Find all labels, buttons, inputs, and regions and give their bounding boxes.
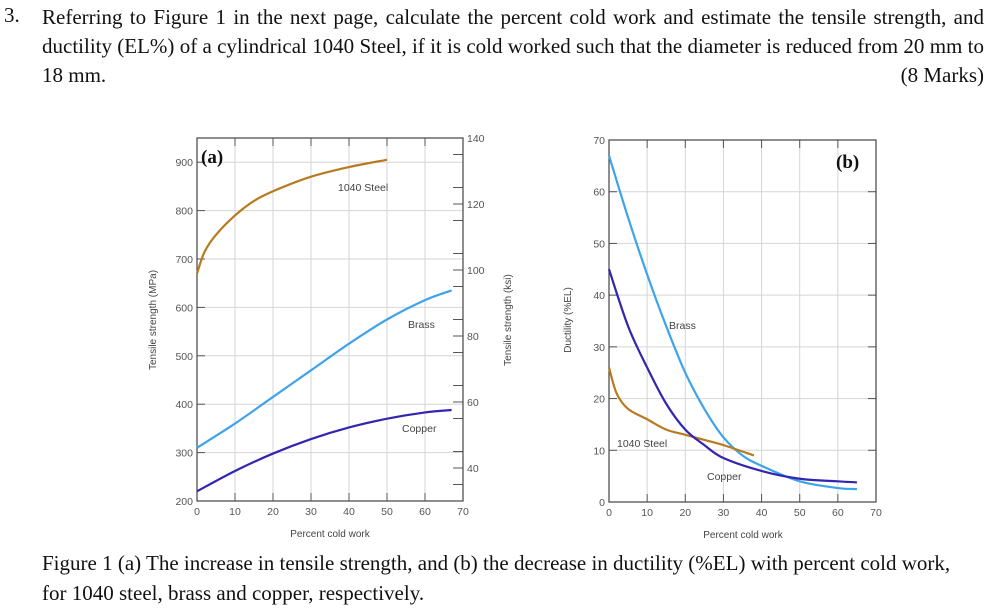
question-text: Referring to Figure 1 in the next page, … <box>42 3 984 90</box>
chart-b-plot-frame <box>608 139 877 503</box>
chart-a-xtick-label: 10 <box>229 506 241 518</box>
figure-caption: Figure 1 (a) The increase in tensile str… <box>42 551 951 605</box>
chart-b-label-steel: 1040 Steel <box>617 438 667 450</box>
chart-a-ytick-label: 200 <box>175 496 193 508</box>
chart-a-label-steel: 1040 Steel <box>338 182 388 194</box>
chart-b-ytick-label: 60 <box>593 187 605 199</box>
chart-a-xtick-label: 0 <box>194 506 200 518</box>
chart-b-ylabel: Ductility (%EL) <box>563 287 574 353</box>
chart-a-label-brass: Brass <box>408 319 435 331</box>
chart-a: 0 10 20 30 40 50 60 70 200 300 400 500 600 700 800 900 4… <box>175 133 484 518</box>
chart-a-y2tick-label: 100 <box>467 265 485 277</box>
chart-b-xtick-label: 40 <box>756 507 768 519</box>
chart-b-xlabel: Percent cold work <box>703 530 783 541</box>
chart-a-xtick-label: 60 <box>419 506 431 518</box>
chart-a-xtick-label: 40 <box>343 506 355 518</box>
chart-a-y2label: Tensile strength (ksi) <box>503 274 514 366</box>
chart-b-ytick-label: 70 <box>593 135 605 147</box>
chart-b-xtick-label: 20 <box>679 507 691 519</box>
chart-b-label-copper: Copper <box>707 471 742 483</box>
chart-a-y2tick-label: 140 <box>467 133 485 145</box>
chart-b-ytick-label: 30 <box>593 342 605 354</box>
chart-a-ytick-label: 800 <box>175 206 193 218</box>
chart-b-xtick-label: 70 <box>870 507 882 519</box>
chart-a-series-brass <box>196 289 452 449</box>
chart-b-ytick-label: 10 <box>593 445 605 457</box>
chart-a-panel-label: (a) <box>201 147 223 168</box>
chart-a-xtick-label: 50 <box>381 506 393 518</box>
question-number: 3. <box>4 3 20 27</box>
chart-b-ytick-label: 40 <box>593 290 605 302</box>
chart-a-ytick-label: 700 <box>175 254 193 266</box>
chart-a-ytick-label: 300 <box>175 448 193 460</box>
question-body: Referring to Figure 1 in the next page, … <box>42 5 984 87</box>
chart-a-ylabel: Tensile strength (MPa) <box>148 270 159 370</box>
chart-a-plot-frame <box>196 137 464 502</box>
chart-b-series-1040-steel <box>607 367 755 457</box>
chart-a-ytick-label: 600 <box>175 302 193 314</box>
chart-a-y2tick-label: 60 <box>467 397 479 409</box>
chart-b-xtick-label: 50 <box>794 507 806 519</box>
chart-a-xtick-label: 20 <box>267 506 279 518</box>
chart-a-y2tick-label: 80 <box>467 331 479 343</box>
chart-b-ytick-label: 20 <box>593 394 605 406</box>
chart-b-label-brass: Brass <box>669 320 696 332</box>
chart-a-ytick-label: 900 <box>175 157 193 169</box>
chart-b-panel-label: (b) <box>836 152 859 173</box>
chart-b-series-brass <box>607 155 857 491</box>
question-marks: (8 Marks) <box>900 63 984 87</box>
chart-a-y2tick-label: 40 <box>467 463 479 475</box>
chart-a-series-copper <box>196 408 452 493</box>
chart-b-xtick-label: 60 <box>832 507 844 519</box>
chart-a-ytick-label: 400 <box>175 399 193 411</box>
chart-a-xtick-label: 30 <box>305 506 317 518</box>
chart-b-ytick-label: 50 <box>593 238 605 250</box>
chart-b-ytick-label: 0 <box>599 497 605 509</box>
chart-b-xtick-label: 10 <box>641 507 653 519</box>
chart-b-xtick-label: 0 <box>606 507 612 519</box>
chart-b: 0 10 20 30 40 50 60 70 0 10 20 30 40 50 60 70 <box>593 135 882 519</box>
chart-a-y2tick-label: 120 <box>467 199 485 211</box>
chart-a-xtick-label: 70 <box>457 506 469 518</box>
chart-a-series-1040-steel <box>195 158 388 274</box>
chart-b-series-copper <box>607 268 857 484</box>
chart-a-xlabel: Percent cold work <box>290 529 370 540</box>
chart-b-xtick-label: 30 <box>718 507 730 519</box>
chart-a-label-copper: Copper <box>402 423 437 435</box>
chart-a-ytick-label: 500 <box>175 351 193 363</box>
